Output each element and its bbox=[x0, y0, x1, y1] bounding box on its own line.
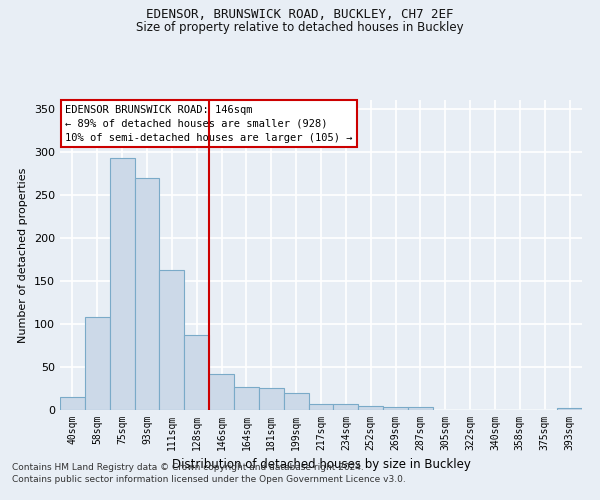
Bar bbox=[234, 387, 259, 410]
Text: Contains HM Land Registry data © Crown copyright and database right 2024.: Contains HM Land Registry data © Crown c… bbox=[12, 464, 364, 472]
Bar bbox=[284, 393, 308, 410]
Bar bbox=[184, 335, 209, 410]
Bar bbox=[308, 404, 334, 410]
Text: EDENSOR BRUNSWICK ROAD: 146sqm
← 89% of detached houses are smaller (928)
10% of: EDENSOR BRUNSWICK ROAD: 146sqm ← 89% of … bbox=[65, 104, 353, 142]
Bar bbox=[383, 408, 408, 410]
X-axis label: Distribution of detached houses by size in Buckley: Distribution of detached houses by size … bbox=[172, 458, 470, 471]
Text: EDENSOR, BRUNSWICK ROAD, BUCKLEY, CH7 2EF: EDENSOR, BRUNSWICK ROAD, BUCKLEY, CH7 2E… bbox=[146, 8, 454, 20]
Bar bbox=[85, 317, 110, 410]
Bar bbox=[110, 158, 134, 410]
Y-axis label: Number of detached properties: Number of detached properties bbox=[19, 168, 28, 342]
Bar bbox=[557, 408, 582, 410]
Bar bbox=[334, 404, 358, 410]
Text: Size of property relative to detached houses in Buckley: Size of property relative to detached ho… bbox=[136, 21, 464, 34]
Bar bbox=[408, 406, 433, 410]
Bar bbox=[209, 374, 234, 410]
Bar bbox=[259, 388, 284, 410]
Bar bbox=[358, 406, 383, 410]
Bar bbox=[60, 397, 85, 410]
Bar bbox=[160, 270, 184, 410]
Bar bbox=[134, 178, 160, 410]
Text: Contains public sector information licensed under the Open Government Licence v3: Contains public sector information licen… bbox=[12, 475, 406, 484]
